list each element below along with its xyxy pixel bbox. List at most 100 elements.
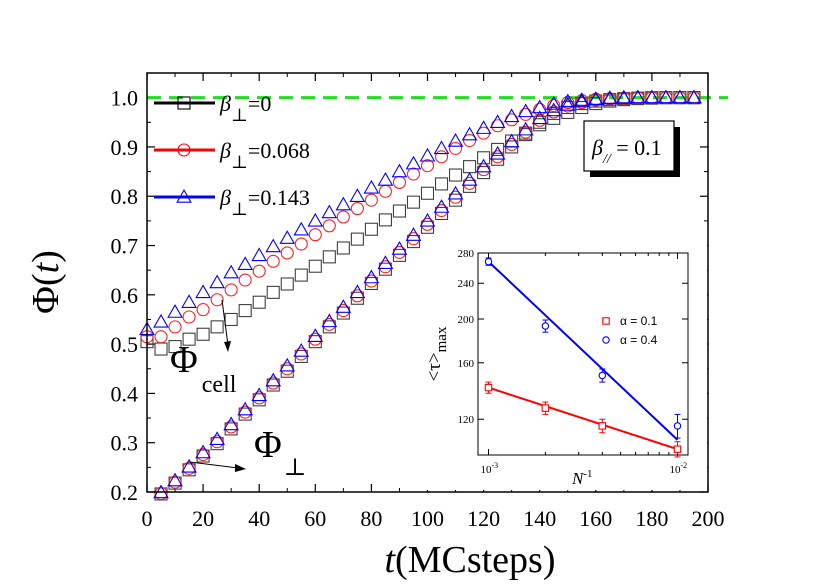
data-point-circle-perp [519,125,533,139]
data-point-square-cell [364,222,378,236]
data-point-triangle-cell [559,93,576,108]
inset-data-point [484,383,493,392]
data-point-triangle-cell [153,313,169,328]
legend-marker [176,188,192,203]
data-point-triangle-perp [293,343,310,357]
data-point-triangle-perp [587,91,604,106]
data-point-triangle-perp [601,90,618,105]
inset-y-tick-label: 120 [458,414,475,426]
main-x-tick-label: 100 [411,506,444,531]
inset-data-marks [484,257,682,458]
data-point-triangle-perp [405,227,422,241]
inset-y-tick-labels: 120 160 200 240 280 [458,248,475,426]
data-point-triangle-perp [686,89,702,104]
data-point-circle-cell [154,330,168,344]
main-x-tick-label: 40 [248,506,270,531]
data-point-triangle-cell [209,274,225,289]
data-point-circle-cell [547,98,561,113]
data-point-circle-perp [575,96,589,110]
data-point-triangle-cell [363,179,380,194]
main-y-tick-label: 0.3 [111,431,139,456]
main-x-tick-labels: 0 20 40 60 80 100 120 140 160 180 200 [142,506,725,531]
data-point-triangle-cell [307,212,324,227]
data-point-triangle-perp [349,284,366,299]
data-point-circle-perp [168,475,182,489]
data-point-circle-cell [168,320,182,334]
data-point-circle-perp [182,461,196,475]
data-point-triangle-cell [237,256,254,270]
inset-data-point [541,404,550,412]
data-point-triangle-perp [517,121,534,136]
data-point-square-perp [378,262,392,276]
phi-perp-annotation: Φ⊥ [189,424,306,481]
inset-data-point [673,445,682,453]
data-point-triangle-cell [447,133,464,147]
data-point-circle-cell [448,141,463,155]
data-point-square-cell [168,340,182,354]
data-point-square-cell [196,327,210,341]
main-y-tick-label: 0.6 [111,283,139,308]
inset-legend-label: α = 0.1 [620,314,658,328]
data-point-triangle-cell [531,99,548,114]
data-point-circle-cell [210,293,224,307]
data-point-triangle-perp [265,372,282,387]
data-point-triangle-cell [181,294,197,308]
data-point-square-cell [294,268,308,282]
legend-label: β⊥=0 [219,91,271,125]
data-point-circle-cell [434,150,449,164]
data-point-square-cell [336,241,350,255]
data-point-circle-perp [491,150,505,164]
data-point-square-cell [392,204,407,218]
data-point-square-cell [350,232,364,246]
data-point-circle-cell [561,96,575,110]
data-point-circle-cell [238,273,252,287]
inset-data-point [541,322,550,330]
data-point-circle-cell [280,246,294,260]
data-point-square-perp [477,166,491,180]
data-point-circle-perp [392,245,407,259]
data-point-square-cell [224,312,238,327]
inset-legend-marker [602,336,610,344]
data-point-triangle-cell [517,103,534,118]
data-point-square-cell [182,332,196,346]
inset-y-tick-label: 160 [458,358,475,370]
data-point-triangle-cell [419,147,436,162]
main-y-tick-label: 0.4 [111,381,139,406]
data-point-triangle-cell [251,247,268,262]
data-point-circle-perp [463,176,477,190]
inset-data-point [673,422,682,430]
data-point-triangle-cell [475,120,492,134]
inset-y-tick-label: 280 [458,248,475,260]
main-x-axis-title: t(MCsteps) [384,539,555,581]
data-point-triangle-cell [461,126,478,141]
data-point-square-cell [491,142,505,156]
data-point-triangle-perp [531,110,548,125]
data-point-triangle-cell [503,108,520,123]
main-x-tick-label: 180 [635,506,668,531]
data-point-triangle-perp [237,401,254,416]
data-point-triangle-cell [265,238,282,253]
inset-plot-frame [477,252,689,456]
data-point-triangle-perp [447,185,464,200]
data-point-circle-perp [154,486,168,501]
data-point-circle-perp [533,113,547,127]
data-point-triangle-cell [321,204,338,219]
data-point-triangle-cell [405,155,422,170]
inset-legend-label: α = 0.4 [620,333,658,347]
data-point-circle-perp [322,317,336,331]
main-x-tick-label: 200 [692,506,725,531]
data-point-triangle-perp [335,299,352,313]
data-point-triangle-cell [573,92,590,106]
data-point-square-perp [575,97,589,111]
data-point-triangle-perp [672,89,688,104]
data-point-circle-cell [308,228,322,242]
data-point-triangle-perp [559,97,576,111]
main-y-tick-label: 0.5 [111,332,139,357]
data-point-triangle-perp [181,458,197,473]
main-y-tick-label: 0.9 [111,135,139,160]
data-point-triangle-perp [251,387,268,402]
inset-y-tick-label: 240 [458,278,475,290]
phi-cell-annotation: Φcell [170,299,237,398]
data-point-triangle-perp [644,89,660,104]
data-point-triangle-cell [349,188,366,202]
